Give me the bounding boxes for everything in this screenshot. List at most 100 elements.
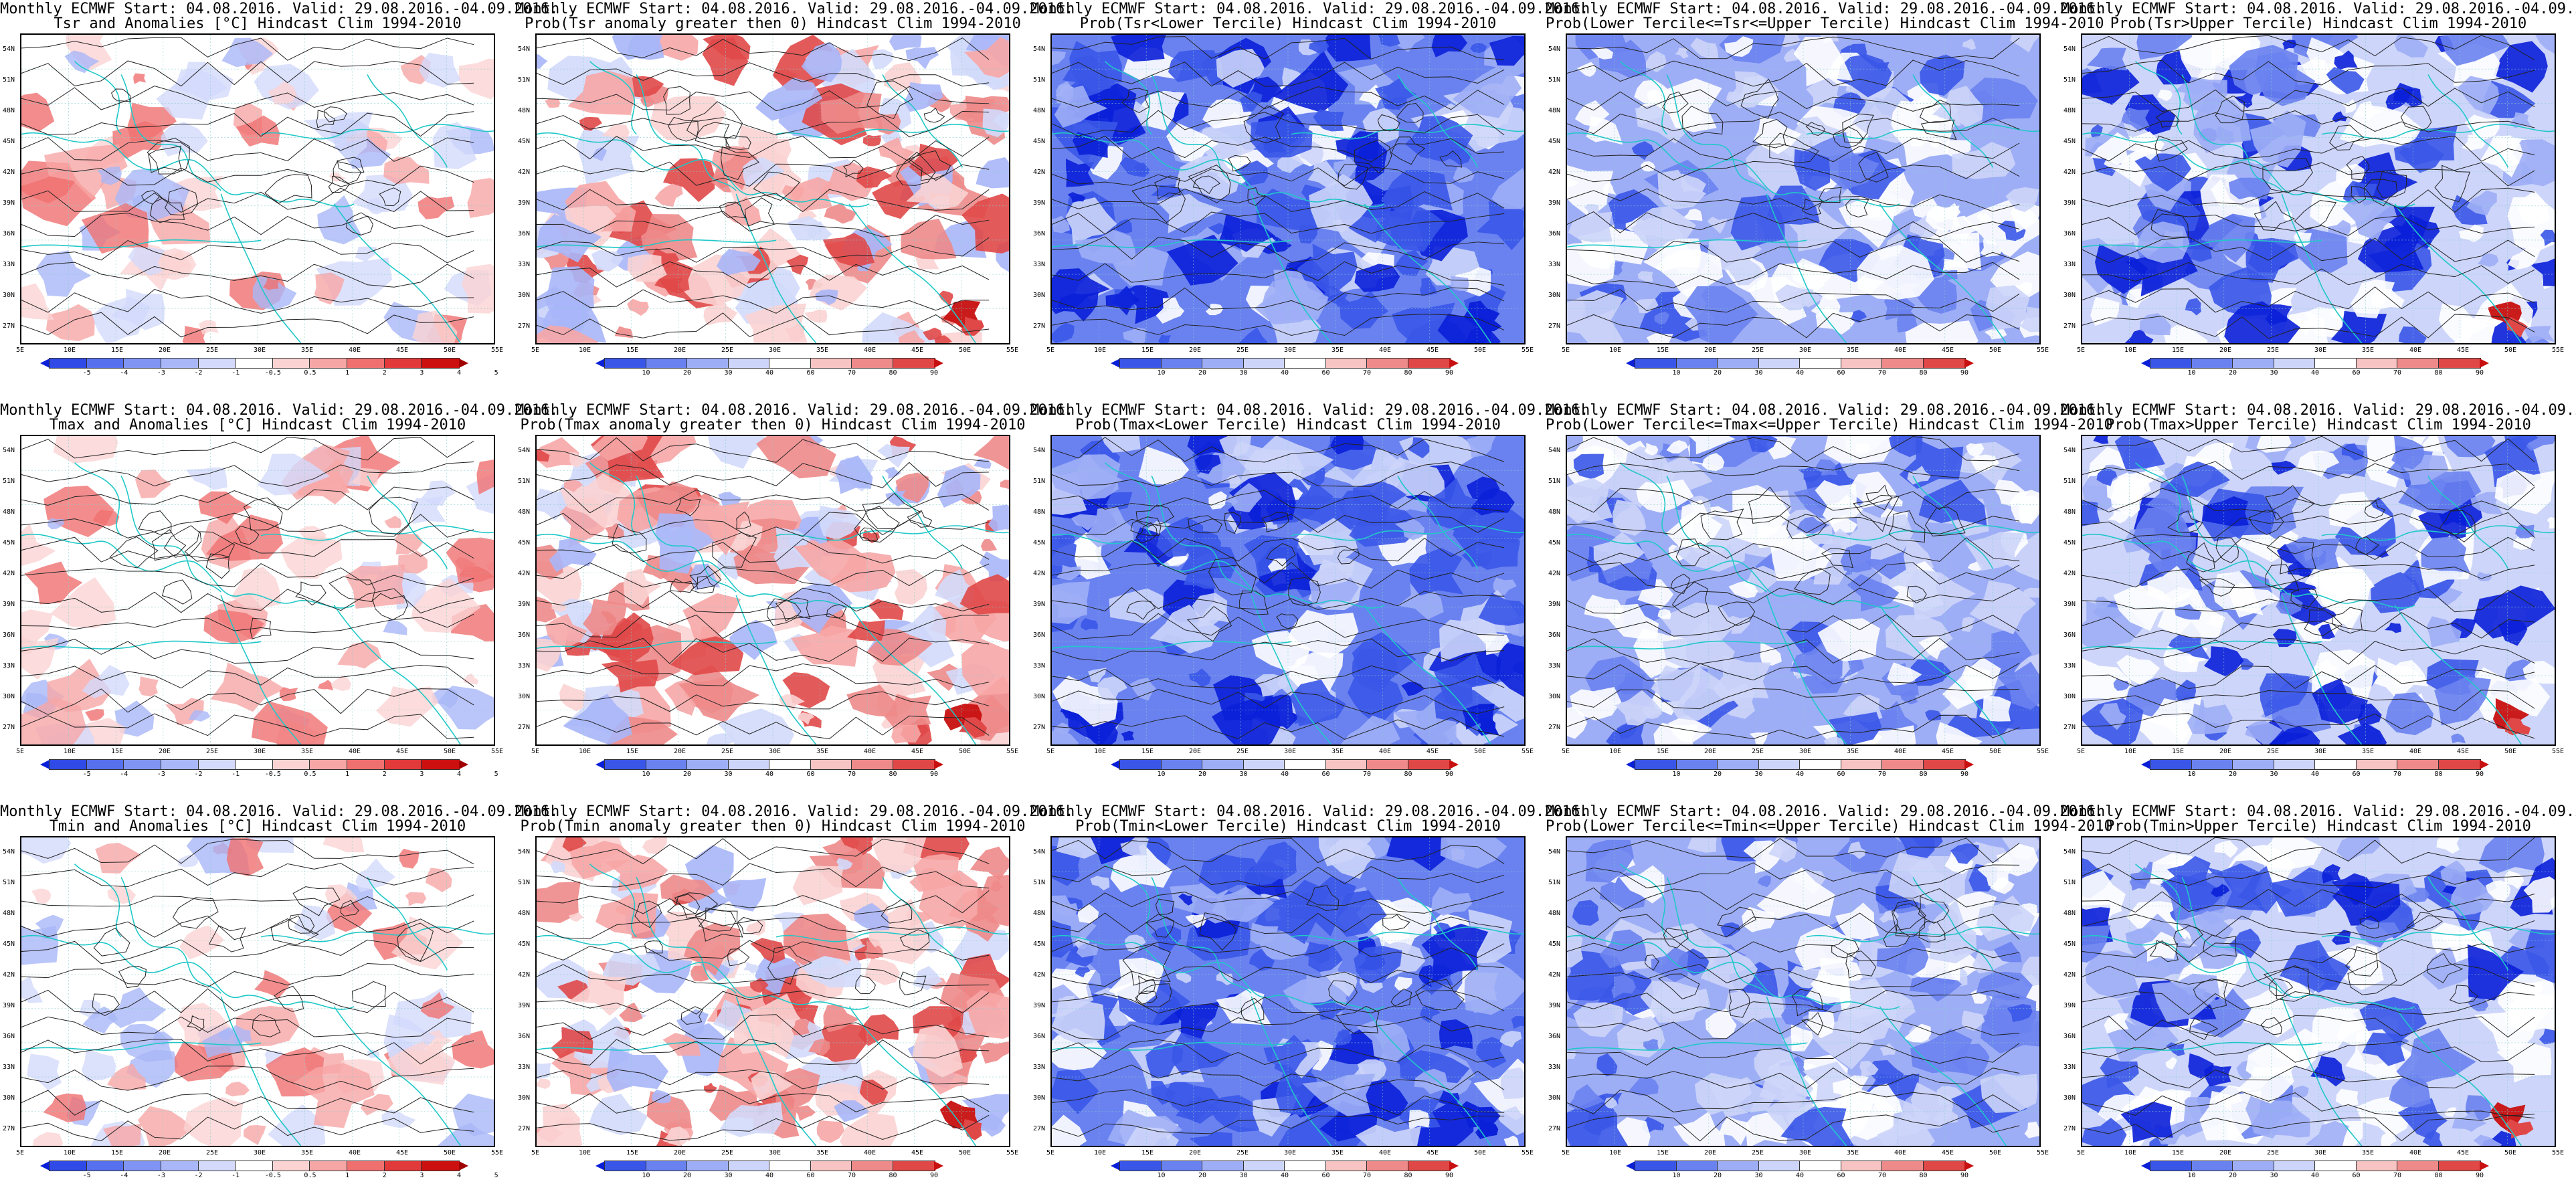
colorbar-tick-label: 90: [1445, 369, 1454, 377]
longitude-tick-label: 15E: [1141, 1149, 1154, 1157]
latitude-tick-label: 33N: [2063, 1064, 2076, 1071]
latitude-tick-label: 33N: [518, 662, 531, 670]
colorbar-tick-label: -0.5: [264, 771, 281, 778]
latitude-tick-label: 42N: [3, 971, 15, 979]
colorbar-tick-label: -4: [120, 771, 128, 778]
latitude-tick-label: 54N: [1033, 45, 1046, 53]
colorbar-segment: [160, 358, 200, 369]
climatology-contours: [537, 37, 990, 338]
latitude-tick-label: 39N: [1033, 199, 1046, 207]
colorbar-end-triangle: [459, 1161, 468, 1171]
colorbar-segment: [2191, 759, 2234, 770]
latitude-tick-label: 30N: [3, 292, 15, 299]
colorbar-tick-label: 80: [889, 771, 897, 778]
latitude-tick-label: 36N: [2063, 1033, 2076, 1040]
colorbar-tick-label: 80: [1404, 771, 1412, 778]
colorbar-segment: [421, 759, 460, 770]
latitude-tick-label: 39N: [3, 1002, 15, 1009]
map-plot-area: [535, 435, 1010, 746]
latitude-tick-label: 27N: [3, 1125, 15, 1132]
coastlines: [2082, 462, 2555, 744]
colorbar-segment: [1881, 759, 1924, 770]
colorbar-tick-label: 70: [2393, 771, 2402, 778]
colorbar-end-triangle: [459, 760, 468, 769]
coastlines: [21, 61, 494, 343]
probability-shading: [537, 35, 1009, 343]
longitude-tick-label: 35E: [816, 346, 829, 354]
latitude-tick-label: 27N: [2063, 1125, 2076, 1132]
colorbar-tick-label: 90: [1960, 1172, 1969, 1179]
colorbar-tick-label: 60: [2352, 1172, 2361, 1179]
map-svg: [21, 35, 494, 343]
latitude-tick-label: 27N: [518, 724, 531, 731]
longitude-tick-label: 20E: [159, 346, 171, 354]
longitude-tick-label: 5E: [2077, 1149, 2086, 1157]
colorbar-segment: [769, 759, 812, 770]
colorbar-tick-label: 1: [345, 1172, 350, 1179]
latitude-tick-label: 42N: [518, 570, 531, 577]
forecast-map-panel: Monthly ECMWF Start: 04.08.2016. Valid: …: [1546, 803, 2113, 1204]
colorbar-end-triangle: [1626, 1161, 1635, 1171]
colorbar-tick-label: -1: [232, 771, 240, 778]
colorbar-tick-label: 60: [1837, 369, 1845, 377]
climatology-contours: [1052, 437, 1505, 740]
latitude-tick-label: 33N: [518, 1064, 531, 1071]
latitude-tick-label: 36N: [3, 230, 15, 237]
latitude-tick-label: 39N: [1033, 601, 1046, 608]
longitude-tick-label: 40E: [1894, 1149, 1907, 1157]
colorbar: [1111, 358, 1459, 369]
latitude-tick-label: 51N: [1033, 879, 1046, 886]
longitude-tick-label: 10E: [1609, 346, 1622, 354]
colorbar-segment: [421, 358, 460, 369]
longitude-tick-label: 15E: [111, 1149, 124, 1157]
panel-title-line2: Prob(Tmax anomaly greater then 0) Hindca…: [520, 417, 1026, 433]
colorbar-segment: [1922, 759, 1966, 770]
longitude-tick-label: 10E: [64, 748, 76, 755]
colorbar-end-triangle: [934, 760, 943, 769]
colorbar: [2141, 358, 2489, 369]
longitude-tick-label: 50E: [444, 748, 456, 755]
map-svg: [21, 837, 494, 1146]
colorbar-tick-label: 10: [1157, 1172, 1166, 1179]
colorbar-segment: [383, 1161, 423, 1171]
colorbar-segment: [123, 759, 163, 770]
latitude-tick-label: 39N: [1548, 199, 1561, 207]
colorbar-tick-label: -5: [82, 369, 91, 377]
probability-shading: [537, 837, 1009, 1146]
longitude-tick-label: 50E: [1474, 346, 1487, 354]
latitude-tick-label: 54N: [2063, 45, 2076, 53]
colorbar-segment: [272, 358, 311, 369]
colorbar-segment: [86, 1161, 125, 1171]
colorbar-segment: [769, 358, 812, 369]
colorbar-tick-label: 80: [1919, 369, 1928, 377]
colorbar-tick-label: 0.5: [304, 369, 316, 377]
colorbar-segment: [1675, 358, 1719, 369]
colorbar-end-triangle: [1626, 359, 1635, 368]
longitude-tick-label: 10E: [64, 1149, 76, 1157]
map-svg: [21, 436, 494, 744]
longitude-tick-label: 30E: [2314, 1149, 2327, 1157]
colorbar-end-triangle: [1111, 1161, 1120, 1171]
colorbar-tick-label: 10: [1672, 369, 1681, 377]
latitude-tick-label: 30N: [1033, 1094, 1046, 1102]
colorbar-tick-label: 90: [929, 771, 939, 778]
forecast-map-panel: Monthly ECMWF Start: 04.08.2016. Valid: …: [515, 401, 1073, 803]
latitude-tick-label: 54N: [1033, 447, 1046, 454]
graticule: [21, 35, 494, 343]
colorbar-segment: [1366, 1161, 1409, 1171]
latitude-tick-label: 48N: [3, 910, 15, 917]
colorbar-segment: [810, 759, 853, 770]
colorbar-segment: [1366, 759, 1409, 770]
latitude-tick-label: 36N: [1033, 631, 1046, 639]
colorbar-tick-label: -5: [82, 1172, 91, 1179]
longitude-tick-label: 50E: [444, 346, 456, 354]
latitude-tick-label: 36N: [1033, 1033, 1046, 1040]
panel-title-line1: Monthly ECMWF Start: 04.08.2016. Valid: …: [2061, 402, 2576, 419]
latitude-tick-label: 39N: [2063, 199, 2076, 207]
longitude-tick-label: 10E: [579, 1149, 591, 1157]
longitude-tick-label: 45E: [2457, 1149, 2470, 1157]
longitude-tick-label: 45E: [1942, 748, 1954, 755]
colorbar-segment: [2150, 358, 2193, 369]
colorbar-segment: [1635, 358, 1677, 369]
longitude-tick-label: 25E: [206, 748, 219, 755]
